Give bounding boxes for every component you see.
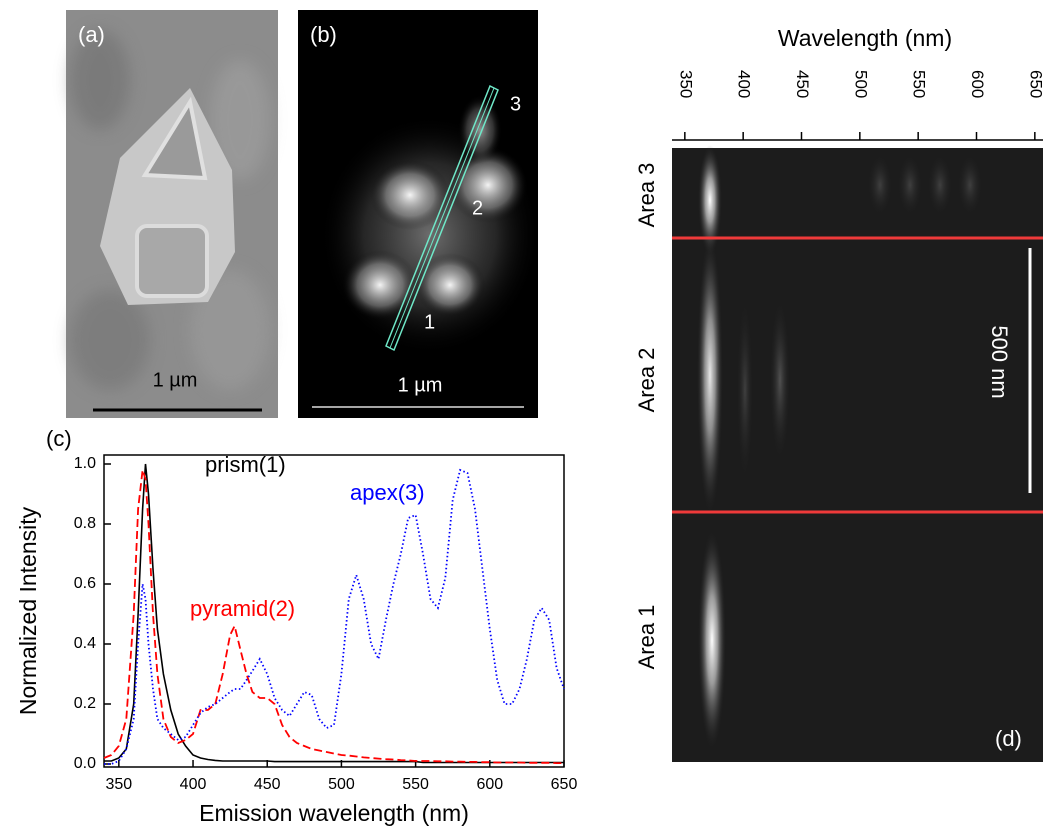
series-line: [104, 468, 565, 765]
crystal-face: [135, 224, 209, 298]
x-tick-label: 600: [476, 776, 503, 793]
scale-label: 1 µm: [153, 369, 198, 391]
emission: [868, 155, 892, 215]
y-axis-label: Normalized Intensity: [15, 506, 41, 715]
emission: [698, 145, 722, 255]
y-tick-label: 0.4: [74, 635, 96, 652]
emission: [928, 155, 952, 215]
scale-label: 500 nm: [987, 325, 1012, 398]
series-line: [103, 469, 564, 764]
x-tick-label: 600: [968, 70, 987, 98]
x-tick-label: 350: [676, 70, 695, 98]
sem-texture: [70, 30, 270, 390]
panel-c: 350 400 450 500 550 600 650 0.0 0.2 0.4 0.6 0.8 1.0 E…: [15, 426, 577, 826]
x-tick-label: 400: [180, 776, 207, 793]
x-tick-label: 500: [328, 776, 355, 793]
x-tick-label: 450: [793, 70, 812, 98]
x-tick-label: 450: [254, 776, 281, 793]
emission: [898, 155, 922, 215]
series-label: prism(1): [205, 452, 286, 477]
y-tick-label: 1.0: [74, 455, 96, 472]
x-tick-label: 550: [910, 70, 929, 98]
x-tick-label: 650: [1026, 70, 1043, 98]
y-tick-label: 0.0: [74, 755, 96, 772]
emission: [698, 530, 726, 750]
panel-label: (d): [995, 726, 1022, 751]
line-scan: [385, 84, 499, 352]
marker: 1: [424, 311, 435, 333]
x-axis-label: Emission wavelength (nm): [199, 800, 469, 826]
series-line: [104, 463, 564, 764]
line-scan-axis: [389, 87, 495, 349]
plot-frame: [103, 454, 565, 768]
marker: 2: [472, 197, 483, 219]
x-tick-label: 500: [851, 70, 870, 98]
area-label: Area 3: [634, 163, 659, 228]
series-label: pyramid(2): [190, 596, 295, 621]
x-tick-label: 650: [551, 776, 578, 793]
area-label: Area 2: [634, 348, 659, 413]
panel-a: 1 µm (a): [66, 10, 278, 418]
spectral-image: [672, 148, 1043, 762]
panel-label: (c): [46, 426, 72, 451]
marker: 3: [510, 93, 521, 115]
panel-label: (a): [78, 22, 105, 47]
y-tick-label: 0.6: [74, 575, 96, 592]
y-tick-label: 0.2: [74, 695, 96, 712]
series-label: apex(3): [350, 480, 425, 505]
emission: [770, 300, 790, 460]
emission: [958, 155, 982, 215]
emission: [697, 235, 723, 515]
crystal-top: [141, 96, 208, 181]
scale-label: 1 µm: [398, 374, 443, 396]
x-tick-label: 550: [402, 776, 429, 793]
emission: [737, 300, 753, 480]
panel-label: (b): [310, 22, 337, 47]
panel-b: 1 2 3 1 µm (b): [298, 10, 540, 418]
x-tick-label: 400: [735, 70, 754, 98]
x-axis-label: Wavelength (nm): [778, 25, 952, 51]
area-label: Area 1: [634, 605, 659, 670]
y-tick-label: 0.8: [74, 515, 96, 532]
x-tick-label: 350: [105, 776, 132, 793]
panel-d: 350 400 450 500 550 600 650 Wavelength (nm) Area…: [634, 25, 1043, 762]
